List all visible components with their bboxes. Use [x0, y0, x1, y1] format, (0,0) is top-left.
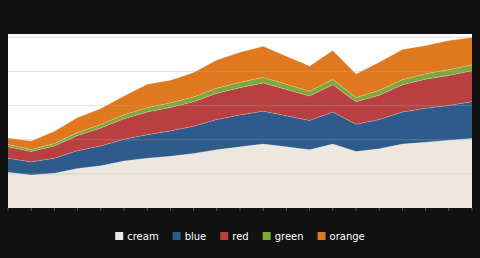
- x-tick: [379, 208, 380, 211]
- legend-label: blue: [185, 231, 207, 242]
- plot-area: [8, 34, 472, 208]
- x-tick: [147, 208, 148, 211]
- x-tick: [54, 208, 55, 211]
- legend-swatch: [173, 232, 181, 240]
- layer-boundary: [8, 138, 472, 175]
- x-tick: [425, 208, 426, 211]
- x-tick: [170, 208, 171, 211]
- x-tick: [402, 208, 403, 211]
- x-tick: [263, 208, 264, 211]
- x-tick: [193, 208, 194, 211]
- x-tick: [31, 208, 32, 211]
- x-tick: [356, 208, 357, 211]
- x-tick: [100, 208, 101, 211]
- layer-boundary: [8, 38, 472, 141]
- legend-swatch: [115, 232, 123, 240]
- layer-boundary: [8, 102, 472, 162]
- grid-line: [8, 139, 472, 140]
- area-layer: [8, 38, 472, 150]
- legend-label: orange: [330, 231, 365, 242]
- legend-swatch: [318, 232, 326, 240]
- x-tick: [216, 208, 217, 211]
- x-tick: [332, 208, 333, 211]
- layer-boundary: [8, 71, 472, 152]
- legend-swatch: [220, 232, 228, 240]
- grid-line: [8, 173, 472, 174]
- x-tick: [77, 208, 78, 211]
- x-tick: [448, 208, 449, 211]
- x-tick: [309, 208, 310, 211]
- chart: cream blue red green orange: [0, 0, 480, 258]
- layer-boundary: [8, 65, 472, 150]
- x-tick: [240, 208, 241, 211]
- legend-label: red: [232, 231, 248, 242]
- x-tick: [286, 208, 287, 211]
- grid-line: [8, 105, 472, 106]
- legend: cream blue red green orange: [115, 231, 365, 242]
- x-tick: [124, 208, 125, 211]
- areas: [8, 38, 472, 208]
- legend-label: cream: [127, 231, 158, 242]
- legend-label: green: [275, 231, 304, 242]
- x-tick: [472, 208, 473, 211]
- x-tick: [8, 208, 9, 211]
- grid-line: [8, 71, 472, 72]
- legend-swatch: [263, 232, 271, 240]
- background: [0, 0, 480, 258]
- grid-line: [8, 37, 472, 38]
